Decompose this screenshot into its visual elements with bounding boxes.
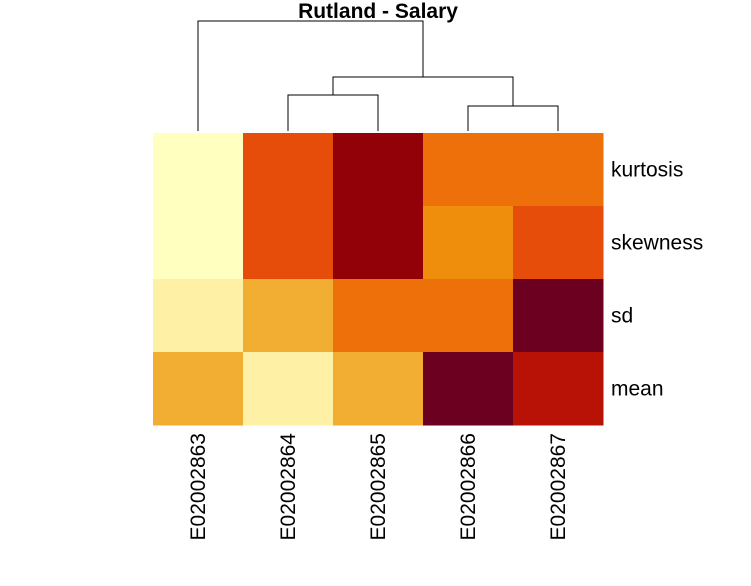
row-label-sd: sd: [611, 305, 633, 328]
row-label-mean: mean: [611, 378, 664, 401]
row-label-kurtosis: kurtosis: [611, 159, 683, 182]
column-label-E02002863: E02002863: [187, 433, 210, 540]
row-labels: kurtosis skewness sd mean: [611, 159, 703, 401]
column-label-E02002865: E02002865: [367, 433, 390, 540]
heatmap-cell-sd-E02002863: [153, 279, 244, 353]
dendrogram-branch-pair-2: [467, 105, 559, 131]
heatmap-cell-kurtosis-E02002865: [333, 133, 424, 207]
heatmap-cell-sd-E02002864: [243, 279, 334, 353]
column-label-E02002866: E02002866: [457, 433, 480, 540]
dendrogram-branch-mid: [332, 76, 514, 106]
heatmap-cell-sd-E02002867: [513, 279, 604, 353]
row-label-skewness: skewness: [611, 232, 703, 255]
heatmap-cell-sd-E02002865: [333, 279, 424, 353]
dendrogram-branch-root: [197, 20, 424, 131]
heatmap-cell-skewness-E02002866: [423, 206, 514, 280]
heatmap-cell-mean-E02002866: [423, 352, 514, 426]
column-label-E02002867: E02002867: [547, 433, 570, 540]
heatmap-cell-skewness-E02002863: [153, 206, 244, 280]
heatmap-cell-sd-E02002866: [423, 279, 514, 353]
heatmap-cell-mean-E02002867: [513, 352, 604, 426]
heatmap-cell-mean-E02002865: [333, 352, 424, 426]
dendrogram-branch-pair-1: [287, 94, 379, 131]
heatmap-cell-kurtosis-E02002864: [243, 133, 334, 207]
heatmap-cell-skewness-E02002867: [513, 206, 604, 280]
heatmap-cell-kurtosis-E02002867: [513, 133, 604, 207]
heatmap-cells: [153, 133, 604, 426]
heatmap-cell-skewness-E02002864: [243, 206, 334, 280]
chart-title: Rutland - Salary: [298, 0, 458, 23]
column-label-E02002864: E02002864: [277, 433, 300, 541]
column-labels: E02002863 E02002864 E02002865 E02002866 E020…: [187, 433, 570, 541]
heatmap-cell-kurtosis-E02002866: [423, 133, 514, 207]
heatmap-cell-kurtosis-E02002863: [153, 133, 244, 207]
heatmap-cell-mean-E02002864: [243, 352, 334, 426]
heatmap-cell-skewness-E02002865: [333, 206, 424, 280]
heatmap-cell-mean-E02002863: [153, 352, 244, 426]
column-dendrogram: [197, 20, 559, 131]
